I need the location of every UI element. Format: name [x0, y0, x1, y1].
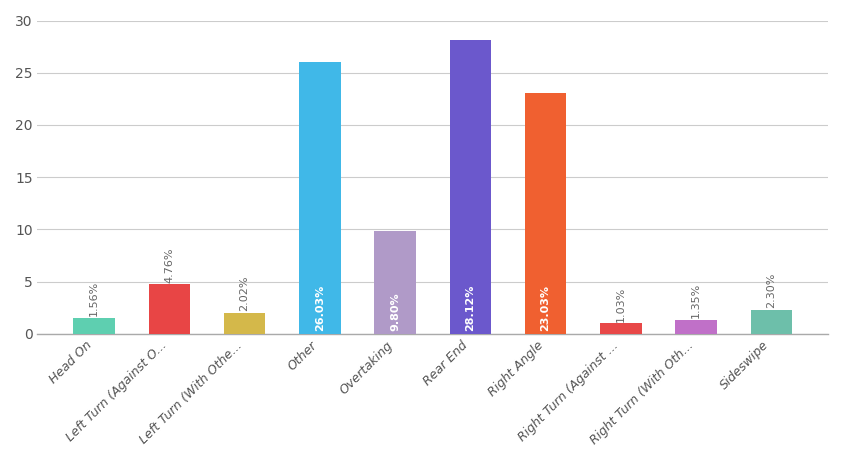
Bar	[600, 323, 642, 334]
Text: 28.12%: 28.12%	[465, 284, 475, 331]
Bar	[224, 313, 266, 334]
Text: 26.03%: 26.03%	[315, 285, 325, 331]
Text: 1.35%: 1.35%	[691, 283, 701, 318]
Bar	[73, 317, 115, 334]
Text: 2.30%: 2.30%	[766, 273, 776, 308]
Bar	[449, 40, 491, 334]
Bar	[675, 320, 717, 334]
Bar	[750, 310, 792, 334]
Text: 23.03%: 23.03%	[540, 285, 550, 331]
Bar	[299, 62, 341, 334]
Bar	[148, 284, 190, 334]
Text: 1.03%: 1.03%	[616, 286, 626, 322]
Text: 1.56%: 1.56%	[89, 281, 99, 316]
Bar	[374, 231, 416, 334]
Text: 9.80%: 9.80%	[390, 292, 400, 331]
Text: 4.76%: 4.76%	[164, 247, 175, 283]
Text: 2.02%: 2.02%	[239, 276, 250, 311]
Bar	[525, 93, 566, 334]
